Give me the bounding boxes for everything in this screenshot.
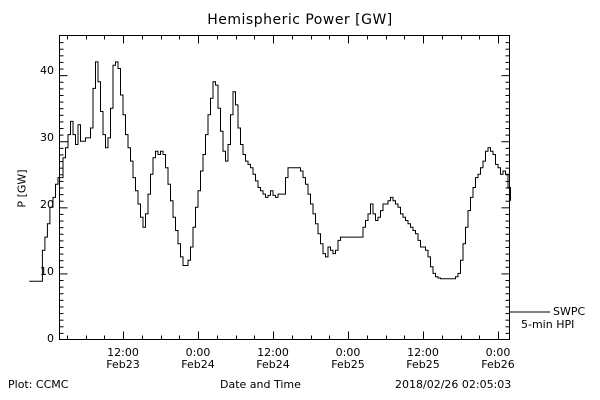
x-tick-time-2: 12:00 [257,346,289,359]
x-tick-date-0: Feb23 [106,358,140,371]
x-axis-title: Date and Time [220,378,301,391]
x-tick-date-5: Feb26 [481,358,515,371]
x-tick-date-4: Feb25 [406,358,440,371]
x-tick-date-3: Feb25 [331,358,365,371]
y-tick-label-40: 40 [40,64,54,77]
legend-label-product: 5-min HPI [521,318,575,331]
x-tick-time-0: 12:00 [107,346,139,359]
y-tick-label-30: 30 [40,131,54,144]
x-tick-time-3: 0:00 [335,346,361,359]
x-tick-date-2: Feb24 [256,358,290,371]
y-tick-label-20: 20 [40,198,54,211]
x-tick-time-4: 12:00 [407,346,439,359]
x-tick-time-1: 0:00 [185,346,211,359]
data-series-line [29,61,511,282]
y-tick-label-10: 10 [40,265,54,278]
y-axis-ticks [59,42,510,334]
plot-frame [59,35,510,340]
y-axis-title: P [GW] [15,169,29,208]
x-axis-ticks [67,35,499,340]
legend-label-source: SWPC [553,305,586,318]
x-tick-date-1: Feb24 [181,358,215,371]
timestamp-label: 2018/02/26 02:05:03 [395,378,512,391]
plot-credit: Plot: CCMC [8,378,69,391]
y-tick-label-0: 0 [47,332,54,345]
chart-title: Hemispheric Power [GW] [207,12,393,28]
data-series-group [29,61,511,282]
x-tick-time-5: 0:00 [485,346,511,359]
